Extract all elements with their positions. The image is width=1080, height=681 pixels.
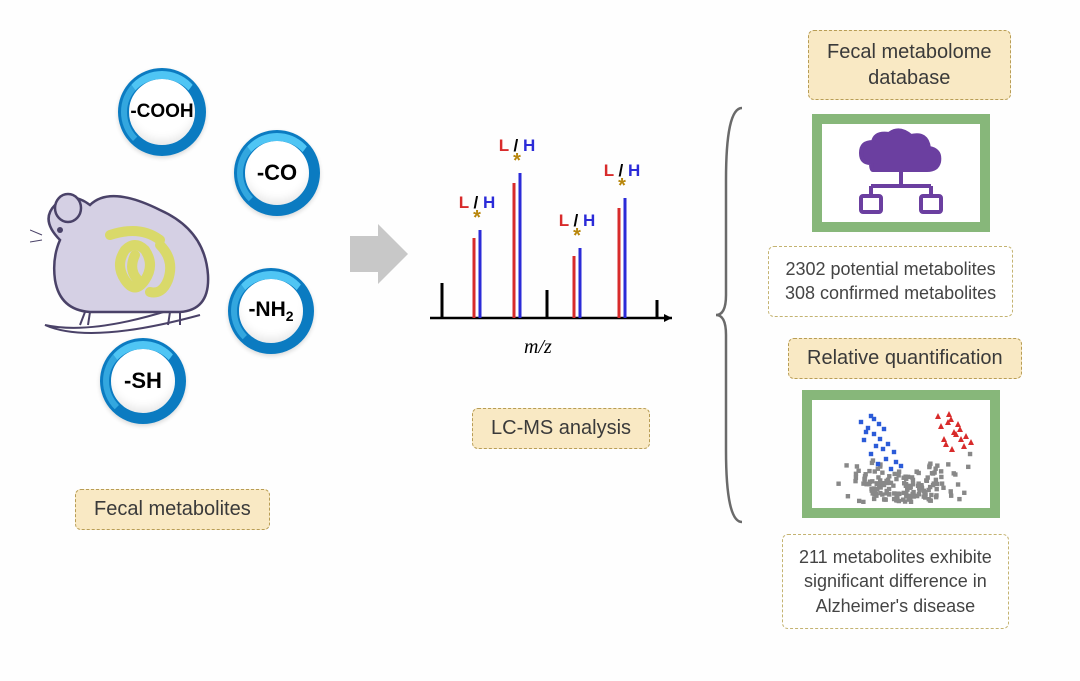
- cloud-db-icon: [841, 128, 961, 218]
- db-title-label: Fecal metabolome database: [808, 30, 1011, 100]
- ring-co: -CO: [234, 130, 320, 216]
- arrow-icon: [348, 222, 410, 286]
- mz-label: m/z: [524, 336, 552, 359]
- relquant-info-box: 211 metabolites exhibite significant dif…: [782, 534, 1009, 629]
- ring-sh: -SH: [100, 338, 186, 424]
- svg-text:L / H: L / H: [459, 193, 496, 212]
- db-frame: [812, 114, 990, 232]
- svg-text:L / H: L / H: [604, 161, 641, 180]
- fecal-metabolites-label: Fecal metabolites: [75, 489, 270, 530]
- scatter-frame: [802, 390, 1000, 518]
- lcms-label: LC-MS analysis: [472, 408, 650, 449]
- db-info-box: 2302 potential metabolites 308 confirmed…: [768, 246, 1013, 317]
- ring-nh2: -NH2: [228, 268, 314, 354]
- ms-spectrum: *L / H*L / H*L / H*L / H: [422, 108, 688, 338]
- brace-icon: [712, 100, 748, 530]
- ring-cooh: -COOH: [118, 68, 206, 156]
- volcano-plot-icon: [816, 404, 986, 504]
- relquant-label: Relative quantification: [788, 338, 1022, 379]
- mouse-illustration: [30, 180, 220, 340]
- svg-text:L / H: L / H: [559, 211, 596, 230]
- svg-text:L / H: L / H: [499, 136, 536, 155]
